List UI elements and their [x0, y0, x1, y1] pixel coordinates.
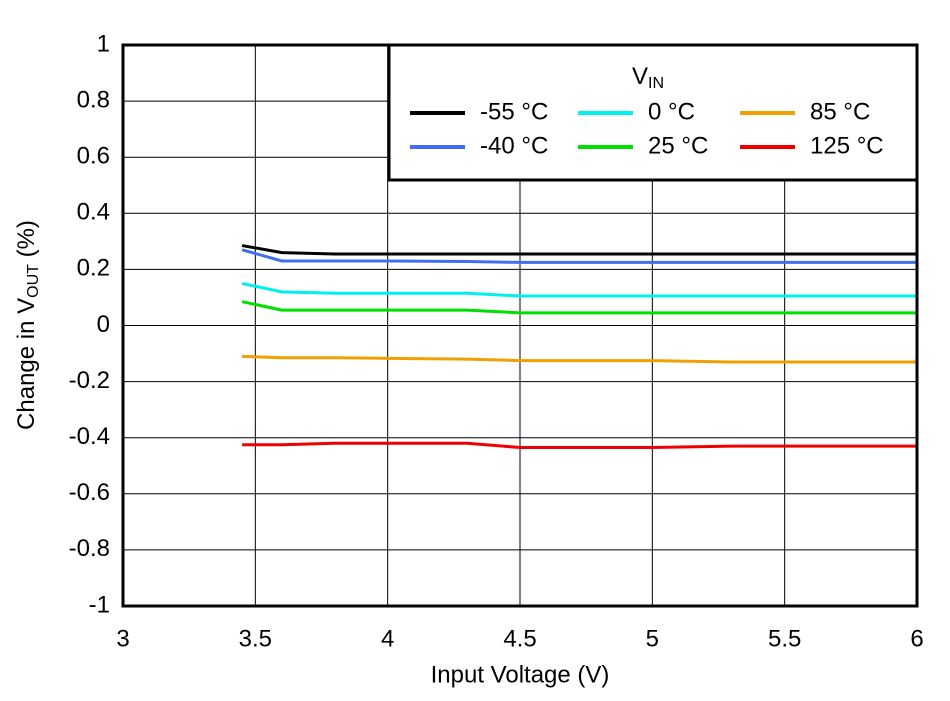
x-tick-label: 5 — [646, 625, 659, 652]
y-tick-label: -0.4 — [69, 423, 110, 450]
x-tick-label: 4.5 — [503, 625, 536, 652]
y-axis-label: Change in VOUT (%) — [13, 220, 42, 430]
y-tick-label: 0.4 — [77, 199, 110, 226]
legend-label: 85 °C — [810, 98, 870, 125]
legend-title-sub: IN — [648, 75, 664, 92]
x-tick-label: 3 — [116, 625, 129, 652]
y-label-sub: OUT — [25, 264, 42, 298]
legend-label: -55 °C — [480, 98, 548, 125]
series-line — [242, 441, 917, 450]
series-line — [242, 354, 917, 364]
x-tick-label: 4 — [381, 625, 394, 652]
series-line — [241, 248, 917, 264]
series-line — [241, 300, 917, 315]
legend-title-main: V — [632, 63, 648, 90]
y-tick-label: 0.8 — [77, 86, 110, 113]
x-tick-label: 5.5 — [768, 625, 801, 652]
legend-label: -40 °C — [480, 132, 548, 159]
legend-label: 25 °C — [648, 132, 708, 159]
series-line — [241, 281, 917, 298]
series-line — [241, 244, 917, 256]
y-tick-label: -0.6 — [69, 479, 110, 506]
y-tick-label: 1 — [97, 30, 110, 57]
y-tick-label: 0 — [97, 311, 110, 338]
y-tick-label: -0.2 — [69, 367, 110, 394]
y-tick-label: 0.6 — [77, 143, 110, 170]
legend-label: 125 °C — [810, 132, 884, 159]
legend-label: 0 °C — [648, 98, 695, 125]
y-tick-label: -1 — [89, 591, 110, 618]
y-tick-label: 0.2 — [77, 255, 110, 282]
legend-title: VIN — [632, 63, 664, 92]
legend-box — [387, 43, 919, 182]
y-tick-label: -0.8 — [69, 535, 110, 562]
y-label-suffix: (%) — [13, 220, 40, 264]
x-tick-label: 6 — [910, 625, 923, 652]
y-label-main: Change in V — [13, 298, 40, 430]
x-tick-label: 3.5 — [239, 625, 272, 652]
x-axis-label: Input Voltage (V) — [431, 661, 610, 688]
